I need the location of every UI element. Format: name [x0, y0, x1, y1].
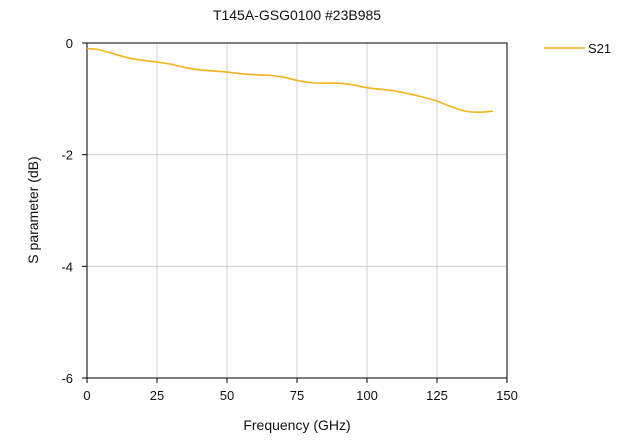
- series-line-s21: [86, 47, 494, 114]
- y-tick-label: -2: [61, 148, 73, 163]
- x-axis-title: Frequency (GHz): [243, 417, 350, 433]
- y-tick-label: 0: [66, 36, 73, 51]
- x-tick-label: 50: [220, 388, 234, 403]
- x-tick-label: 125: [426, 388, 448, 403]
- series-layer: [86, 47, 494, 114]
- y-axis-title: S parameter (dB): [25, 156, 41, 263]
- y-axis: 0 -2 -4 -6: [61, 36, 87, 386]
- x-tick-label: 150: [496, 388, 518, 403]
- gridlines: [87, 43, 507, 378]
- x-axis: 0 25 50 75 100 125 150: [83, 378, 518, 403]
- legend: S21: [544, 41, 611, 56]
- chart-title: T145A-GSG0100 #23B985: [213, 7, 381, 23]
- x-tick-label: 75: [290, 388, 304, 403]
- x-tick-label: 100: [356, 388, 378, 403]
- legend-label-s21: S21: [588, 41, 611, 56]
- x-tick-label: 0: [83, 388, 90, 403]
- x-tick-label: 25: [150, 388, 164, 403]
- y-tick-label: -4: [61, 259, 73, 274]
- y-tick-label: -6: [61, 371, 73, 386]
